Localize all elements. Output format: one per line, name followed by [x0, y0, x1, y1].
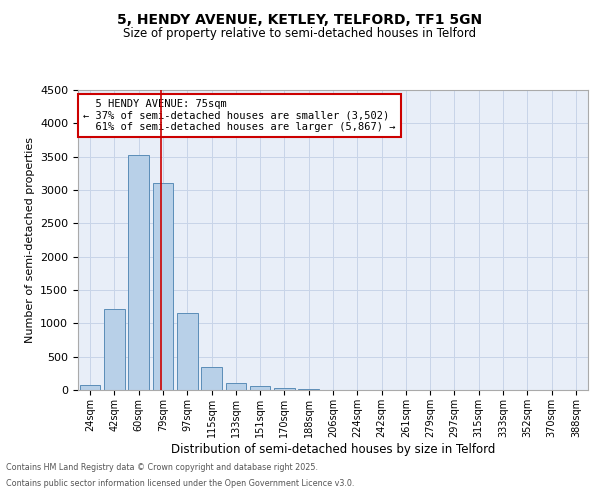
Bar — [226, 382, 246, 390]
Bar — [152, 184, 173, 390]
Bar — [104, 308, 125, 390]
Bar — [250, 386, 271, 390]
X-axis label: Distribution of semi-detached houses by size in Telford: Distribution of semi-detached houses by … — [171, 442, 495, 456]
Bar — [201, 366, 222, 390]
Bar — [177, 314, 197, 390]
Bar — [128, 156, 149, 390]
Y-axis label: Number of semi-detached properties: Number of semi-detached properties — [25, 137, 35, 343]
Bar — [80, 384, 100, 390]
Text: 5 HENDY AVENUE: 75sqm
← 37% of semi-detached houses are smaller (3,502)
  61% of: 5 HENDY AVENUE: 75sqm ← 37% of semi-deta… — [83, 99, 395, 132]
Text: 5, HENDY AVENUE, KETLEY, TELFORD, TF1 5GN: 5, HENDY AVENUE, KETLEY, TELFORD, TF1 5G… — [118, 12, 482, 26]
Text: Contains HM Land Registry data © Crown copyright and database right 2025.: Contains HM Land Registry data © Crown c… — [6, 464, 318, 472]
Bar — [274, 388, 295, 390]
Text: Contains public sector information licensed under the Open Government Licence v3: Contains public sector information licen… — [6, 478, 355, 488]
Text: Size of property relative to semi-detached houses in Telford: Size of property relative to semi-detach… — [124, 28, 476, 40]
